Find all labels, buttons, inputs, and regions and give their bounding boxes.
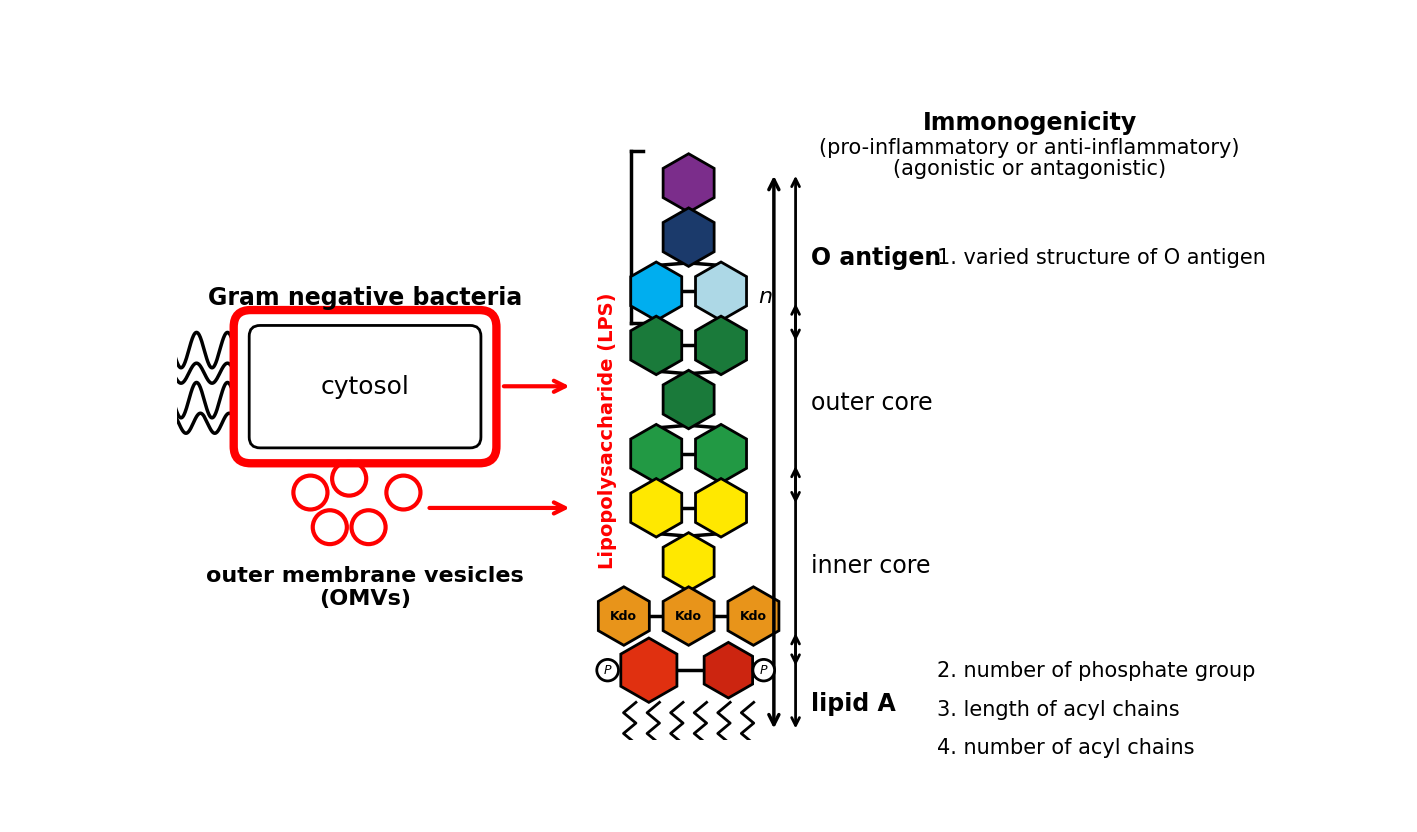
Text: (pro-inflammatory or anti-inflammatory): (pro-inflammatory or anti-inflammatory) [819,137,1240,157]
Polygon shape [663,370,714,428]
Text: P: P [604,664,611,676]
Text: outer core: outer core [811,391,932,415]
Polygon shape [696,262,747,320]
Text: Kdo: Kdo [740,610,767,622]
Text: inner core: inner core [811,554,931,577]
Polygon shape [728,587,779,646]
Polygon shape [631,262,682,320]
Text: Kdo: Kdo [611,610,638,622]
Polygon shape [696,316,747,374]
Circle shape [752,660,775,681]
Polygon shape [696,478,747,537]
Polygon shape [598,587,649,646]
Polygon shape [663,208,714,266]
Text: outer membrane vesicles
(OMVs): outer membrane vesicles (OMVs) [207,566,524,609]
Text: n: n [758,287,772,307]
Polygon shape [663,532,714,592]
Polygon shape [696,424,747,483]
Text: 4. number of acyl chains: 4. number of acyl chains [937,738,1195,758]
Polygon shape [631,478,682,537]
Polygon shape [663,587,714,646]
FancyBboxPatch shape [234,310,496,463]
Polygon shape [631,316,682,374]
Circle shape [597,660,618,681]
Text: lipid A: lipid A [811,692,896,716]
Text: Gram negative bacteria: Gram negative bacteria [208,285,523,310]
Text: 3. length of acyl chains: 3. length of acyl chains [937,700,1179,720]
Text: Immonogenicity: Immonogenicity [922,111,1136,135]
Text: (agonistic or antagonistic): (agonistic or antagonistic) [893,159,1166,179]
Polygon shape [704,642,752,698]
Text: O antigen: O antigen [811,246,941,270]
Polygon shape [621,638,677,702]
Text: Lipopolysaccharide (LPS): Lipopolysaccharide (LPS) [598,293,616,569]
FancyBboxPatch shape [249,325,480,448]
Text: cytosol: cytosol [320,374,410,399]
Polygon shape [663,154,714,212]
Text: 2. number of phosphate group: 2. number of phosphate group [937,661,1255,681]
Text: P: P [760,664,768,676]
Text: Kdo: Kdo [674,610,703,622]
Text: 1. varied structure of O antigen: 1. varied structure of O antigen [937,248,1265,268]
Polygon shape [631,424,682,483]
